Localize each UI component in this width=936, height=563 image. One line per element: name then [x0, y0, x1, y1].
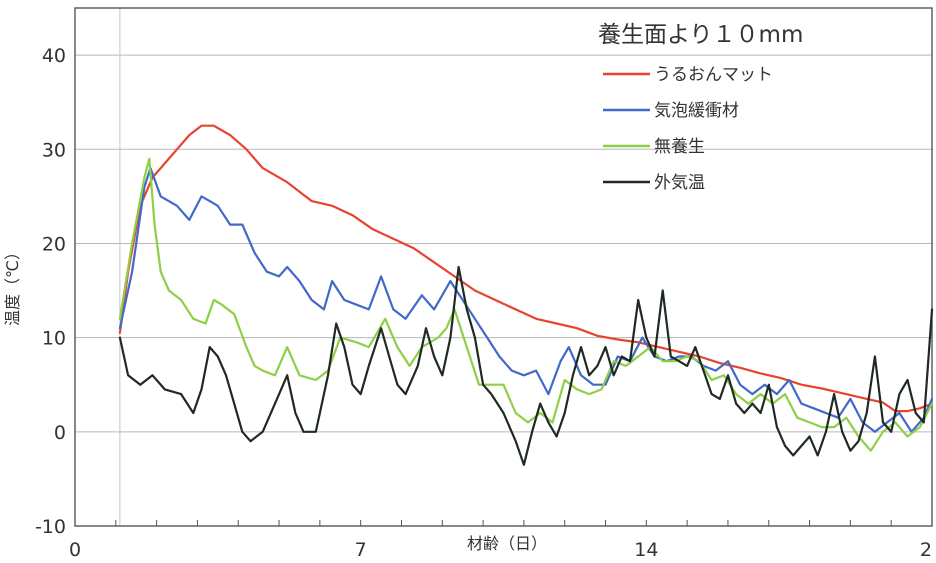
series-line-1: [118, 167, 934, 433]
legend-label: 気泡緩衝材: [654, 101, 739, 121]
x-tick-label: 0: [69, 539, 81, 561]
plot-frame: [74, 7, 933, 527]
x-tick-label: 2: [920, 539, 932, 561]
x-tick-label: 14: [634, 539, 658, 561]
grid-lines: [75, 8, 932, 526]
legend-label: 外気温: [654, 173, 705, 193]
legend-label: うるおんマット: [654, 65, 773, 85]
x-axis-label: 材齢（日）: [467, 534, 547, 553]
y-tick-label: 20: [42, 233, 66, 255]
series-line-2: [118, 157, 934, 452]
y-tick-label: 10: [42, 328, 66, 350]
series-line-3: [118, 265, 934, 466]
y-tick-labels: -10 0 10 20 30 40: [35, 45, 66, 538]
y-tick-label: 40: [42, 45, 66, 67]
axes: [74, 7, 933, 527]
y-tick-label: 0: [54, 422, 66, 444]
series-lines: [118, 124, 934, 466]
legend-title: 養生面より１０mm: [598, 22, 803, 48]
legend-label: 無養生: [654, 137, 705, 157]
y-tick-label: 30: [42, 139, 66, 161]
x-tick-labels: 0 7 14 2: [69, 539, 932, 561]
y-axis-label: 温度（℃）: [3, 244, 22, 326]
series-line-0: [118, 124, 934, 413]
y-tick-label: -10: [35, 516, 66, 538]
x-tick-label: 7: [355, 539, 367, 561]
